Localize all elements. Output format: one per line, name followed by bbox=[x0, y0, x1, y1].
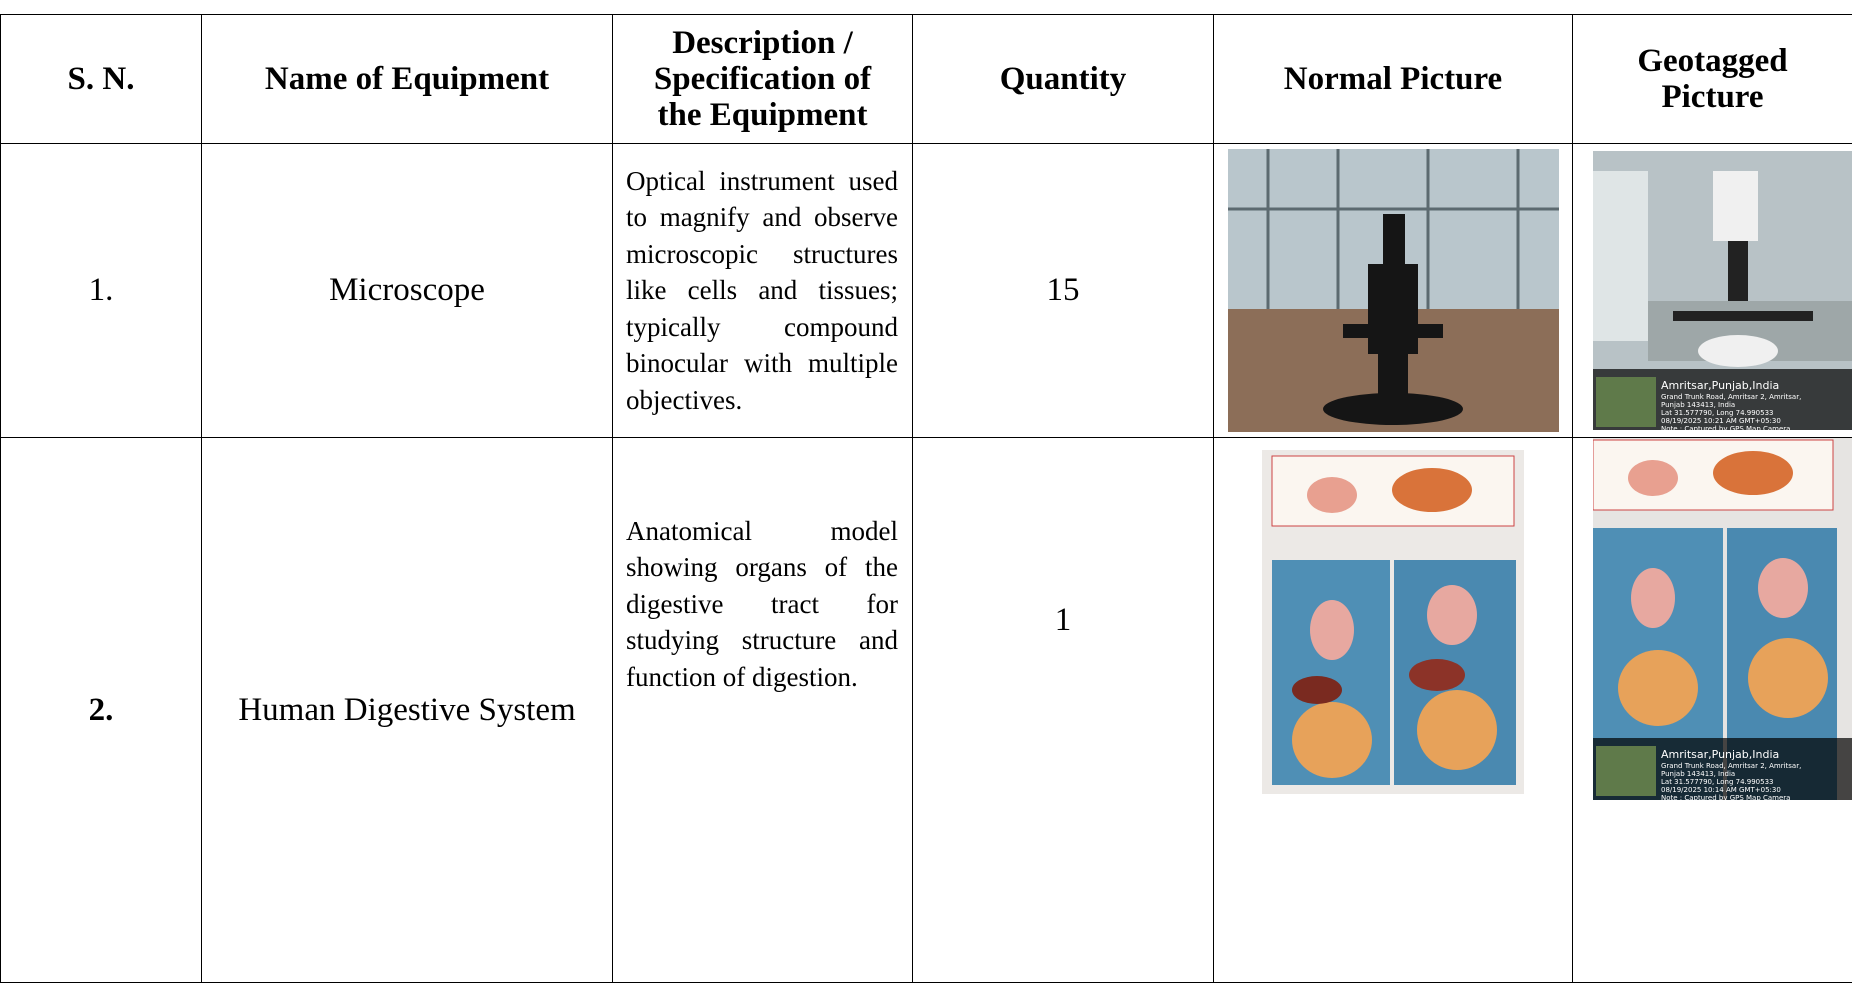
header-row: S. N. Name of Equipment Description / Sp… bbox=[1, 15, 1852, 144]
microscope-photo bbox=[1228, 149, 1559, 432]
header-cell: S. N. bbox=[1, 15, 202, 144]
geotag-text: Lat 31.577790, Long 74.990533 bbox=[1661, 409, 1773, 417]
quantity: 1 bbox=[913, 438, 1214, 983]
serial-number: 1. bbox=[1, 144, 202, 438]
geotag-text: Amritsar,Punjab,India bbox=[1661, 748, 1779, 761]
table-row: 1. Microscope Optical instrument used to… bbox=[1, 144, 1852, 438]
header-cell: Quantity bbox=[913, 15, 1214, 144]
geotag-text: Note : Captured by GPS Map Camera bbox=[1661, 425, 1790, 430]
geotag-text: Grand Trunk Road, Amritsar 2, Amritsar, bbox=[1661, 762, 1801, 770]
digestive-model-photo bbox=[1262, 450, 1524, 794]
normal-picture-cell bbox=[1214, 144, 1573, 438]
equipment-name: Human Digestive System bbox=[202, 438, 613, 983]
header-cell: Name of Equipment bbox=[202, 15, 613, 144]
equipment-name: Microscope bbox=[202, 144, 613, 438]
geotag-text: Punjab 143413, India bbox=[1661, 770, 1735, 778]
geotag-text: 08/19/2025 10:14 AM GMT+05:30 bbox=[1661, 786, 1781, 794]
geotag-text: Lat 31.577790, Long 74.990533 bbox=[1661, 778, 1773, 786]
page: {"table": { "headers": ["S. N.", "Name o… bbox=[0, 0, 1852, 802]
header-cell: Geotagged Picture bbox=[1573, 15, 1852, 144]
geotag-text: Amritsar,Punjab,India bbox=[1661, 379, 1779, 392]
table-row: 2. Human Digestive System Anatomical mod… bbox=[1, 438, 1852, 983]
quantity: 15 bbox=[913, 144, 1214, 438]
normal-picture-cell bbox=[1214, 438, 1573, 983]
serial-number: 2. bbox=[1, 438, 202, 983]
geotag-text: Grand Trunk Road, Amritsar 2, Amritsar, bbox=[1661, 393, 1801, 401]
geotag-text: Note : Captured by GPS Map Camera bbox=[1661, 794, 1790, 800]
equipment-table: S. N. Name of Equipment Description / Sp… bbox=[0, 14, 1852, 983]
geotag-text: 08/19/2025 10:21 AM GMT+05:30 bbox=[1661, 417, 1781, 425]
geotag-text: Punjab 143413, India bbox=[1661, 401, 1735, 409]
description: Optical instrument used to magnify and o… bbox=[613, 144, 913, 438]
description: Anatomical model showing organs of the d… bbox=[613, 438, 913, 983]
header-cell: Normal Picture bbox=[1214, 15, 1573, 144]
header-cell: Description / Specification of the Equip… bbox=[613, 15, 913, 144]
